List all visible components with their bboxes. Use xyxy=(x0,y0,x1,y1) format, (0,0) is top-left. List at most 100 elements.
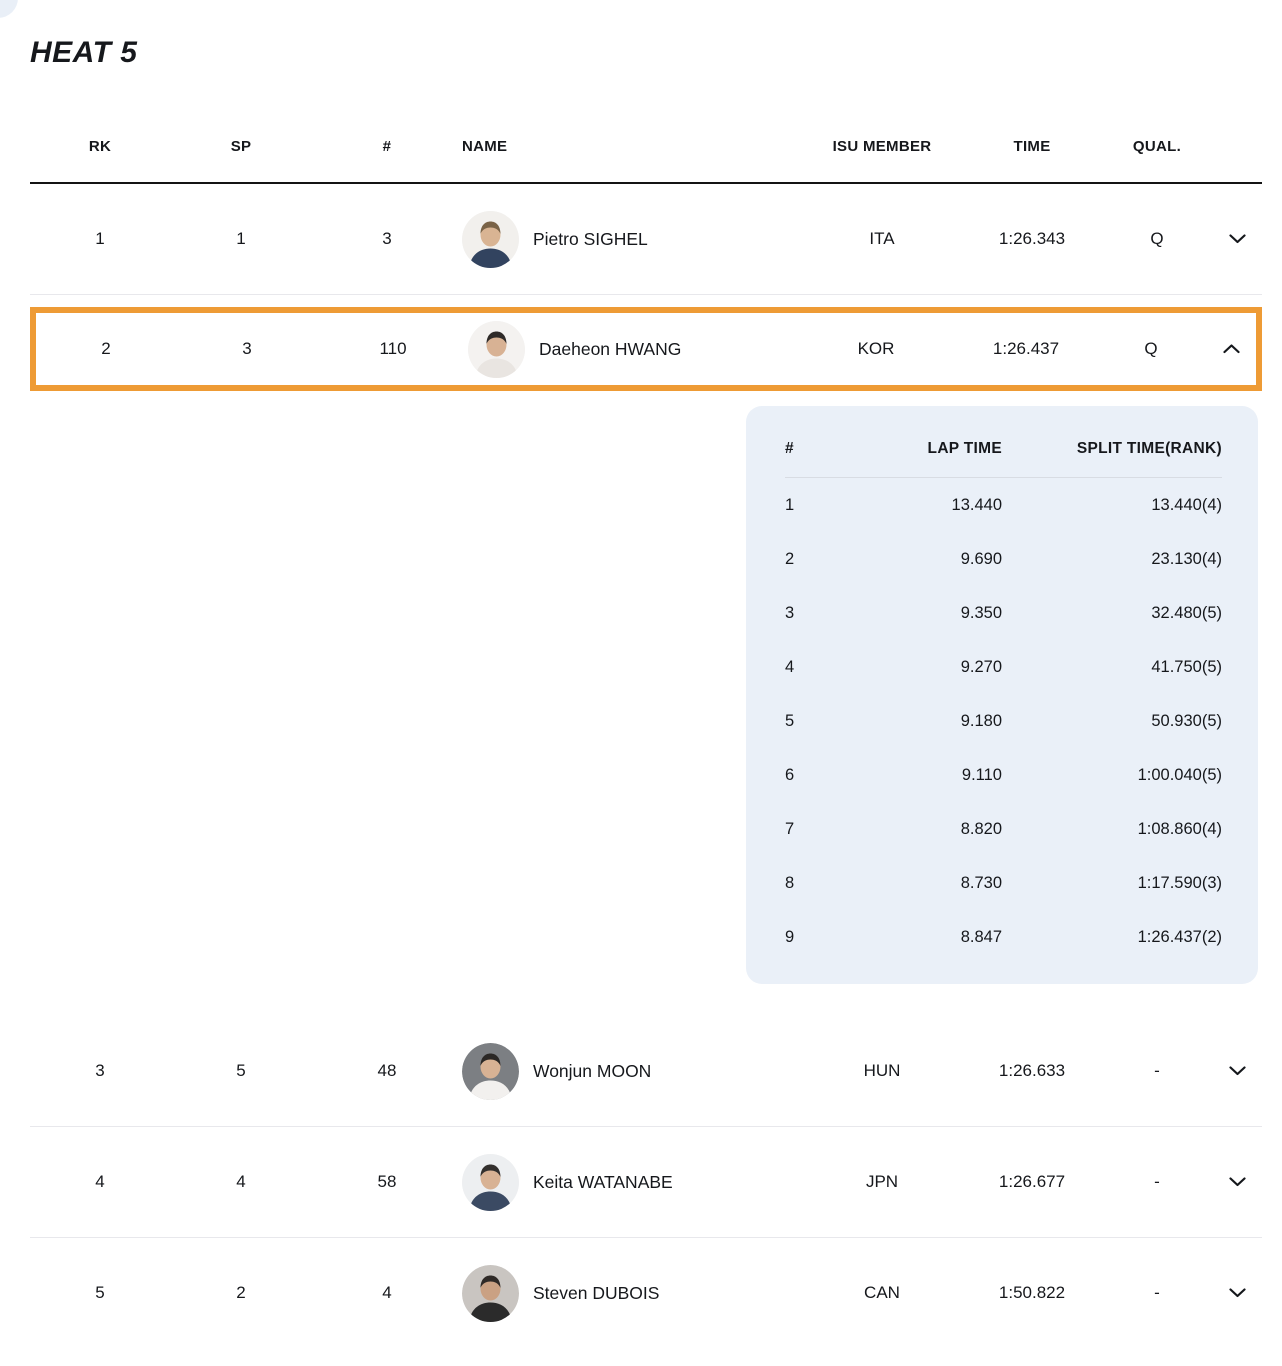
split-time-cell: 23.130(4) xyxy=(1151,549,1222,568)
qualification-cell: - xyxy=(1154,1172,1160,1191)
lap-number-cell: 1 xyxy=(785,495,795,514)
skater-avatar xyxy=(462,1042,519,1100)
skater-avatar xyxy=(462,1264,519,1322)
name-cell: Daeheon HWANG xyxy=(468,320,796,378)
start-position-cell: 2 xyxy=(236,1283,246,1302)
column-header-bib-number: # xyxy=(382,137,392,155)
name-cell: Pietro SIGHEL xyxy=(462,210,802,268)
split-time-cell: 13.440(4) xyxy=(1151,495,1222,514)
lap-time-cell: 13.440 xyxy=(951,495,1002,514)
lap-times-panel: # LAP TIME SPLIT TIME(RANK) 1 13.440 13.… xyxy=(746,406,1258,984)
column-header-qualification: QUAL. xyxy=(1132,137,1182,155)
lap-row: 8 8.730 1:17.590(3) xyxy=(785,856,1222,910)
bib-number-cell: 48 xyxy=(377,1061,397,1080)
lap-time-cell: 8.730 xyxy=(960,873,1002,892)
start-position-cell: 1 xyxy=(236,229,246,248)
column-header-rank: RK xyxy=(88,137,112,155)
lap-row: 7 8.820 1:08.860(4) xyxy=(785,802,1222,856)
column-header-start-position: SP xyxy=(230,137,252,155)
isu-member-cell: ITA xyxy=(869,229,895,248)
lap-time-cell: 8.847 xyxy=(960,927,1002,946)
lap-row: 9 8.847 1:26.437(2) xyxy=(785,910,1222,964)
table-row[interactable]: 2 3 110 Daeheon HWANG KOR 1:26.437 Q xyxy=(36,313,1256,385)
lap-row: 6 9.110 1:00.040(5) xyxy=(785,748,1222,802)
skater-avatar xyxy=(462,210,519,268)
person-icon xyxy=(462,210,519,268)
lap-row: 5 9.180 50.930(5) xyxy=(785,694,1222,748)
lap-time-cell: 9.110 xyxy=(961,765,1002,784)
table-row[interactable]: 4 4 58 Keita WATANABE JPN 1:26.677 - xyxy=(30,1127,1262,1237)
skater-name: Daeheon HWANG xyxy=(539,338,682,359)
bib-number-cell: 4 xyxy=(382,1283,392,1302)
isu-member-cell: HUN xyxy=(863,1061,901,1080)
column-header-name: NAME xyxy=(462,137,508,155)
table-row[interactable]: 5 2 4 Steven DUBOIS CAN 1:50.822 - xyxy=(30,1238,1262,1348)
qualification-cell: Q xyxy=(1144,339,1158,358)
lap-table-header: # LAP TIME SPLIT TIME(RANK) xyxy=(785,420,1222,478)
chevron-down-icon[interactable] xyxy=(1212,1177,1262,1187)
column-header-isu-member: ISU MEMBER xyxy=(832,137,932,155)
lap-number-cell: 9 xyxy=(785,927,795,946)
table-header-row: RK SP # NAME ISU MEMBER TIME QUAL. xyxy=(30,110,1262,182)
lap-number-cell: 7 xyxy=(785,819,795,838)
lap-row: 2 9.690 23.130(4) xyxy=(785,532,1222,586)
lap-row: 4 9.270 41.750(5) xyxy=(785,640,1222,694)
rank-cell: 1 xyxy=(95,229,105,248)
rank-cell: 3 xyxy=(95,1061,105,1080)
name-cell: Keita WATANABE xyxy=(462,1153,802,1211)
results-page: HEAT 5 RK SP # NAME ISU MEMBER TIME QUAL… xyxy=(30,38,1262,1348)
header-divider xyxy=(30,182,1262,184)
name-cell: Steven DUBOIS xyxy=(462,1264,802,1322)
chevron-up-icon[interactable] xyxy=(1206,344,1256,354)
bib-number-cell: 58 xyxy=(377,1172,397,1191)
start-position-cell: 5 xyxy=(236,1061,246,1080)
chevron-down-icon[interactable] xyxy=(1212,234,1262,244)
split-time-cell: 32.480(5) xyxy=(1151,603,1222,622)
split-time-cell: 1:17.590(3) xyxy=(1137,873,1222,892)
skater-avatar xyxy=(462,1153,519,1211)
split-time-cell: 1:08.860(4) xyxy=(1137,819,1222,838)
lap-time-cell: 9.690 xyxy=(960,549,1002,568)
rank-cell: 5 xyxy=(95,1283,105,1302)
time-cell: 1:50.822 xyxy=(998,1283,1066,1302)
rank-cell: 4 xyxy=(95,1172,105,1191)
start-position-cell: 3 xyxy=(242,339,252,358)
lap-time-cell: 9.350 xyxy=(960,603,1002,622)
lap-column-header-lap-time: LAP TIME xyxy=(927,439,1002,457)
split-time-cell: 1:00.040(5) xyxy=(1137,765,1222,784)
rank-cell: 2 xyxy=(101,339,111,358)
split-time-cell: 50.930(5) xyxy=(1151,711,1222,730)
person-icon xyxy=(462,1042,519,1100)
lap-row: 1 13.440 13.440(4) xyxy=(785,478,1222,532)
lap-number-cell: 3 xyxy=(785,603,795,622)
split-time-cell: 41.750(5) xyxy=(1151,657,1222,676)
lap-time-cell: 9.270 xyxy=(960,657,1002,676)
skater-name: Steven DUBOIS xyxy=(533,1282,660,1303)
lap-column-header-number: # xyxy=(785,439,794,457)
table-row[interactable]: 1 1 3 Pietro SIGHEL ITA 1:26.343 Q xyxy=(30,184,1262,294)
table-row[interactable]: 3 5 48 Wonjun MOON HUN 1:26.633 - xyxy=(30,1016,1262,1126)
lap-number-cell: 6 xyxy=(785,765,795,784)
lap-table-body: 1 13.440 13.440(4) 2 9.690 23.130(4) 3 9… xyxy=(785,478,1222,964)
chevron-down-icon[interactable] xyxy=(1212,1288,1262,1298)
lap-row: 3 9.350 32.480(5) xyxy=(785,586,1222,640)
qualification-cell: Q xyxy=(1150,229,1164,248)
start-position-cell: 4 xyxy=(236,1172,246,1191)
lap-time-cell: 8.820 xyxy=(960,819,1002,838)
time-cell: 1:26.343 xyxy=(998,229,1066,248)
bib-number-cell: 3 xyxy=(382,229,392,248)
time-cell: 1:26.677 xyxy=(998,1172,1066,1191)
lap-time-cell: 9.180 xyxy=(960,711,1002,730)
qualification-cell: - xyxy=(1154,1283,1160,1302)
lap-number-cell: 5 xyxy=(785,711,795,730)
skater-name: Pietro SIGHEL xyxy=(533,228,648,249)
lap-number-cell: 2 xyxy=(785,549,795,568)
qualification-cell: - xyxy=(1154,1061,1160,1080)
skater-name: Wonjun MOON xyxy=(533,1060,652,1081)
lap-number-cell: 4 xyxy=(785,657,795,676)
corner-decoration xyxy=(0,0,18,18)
time-cell: 1:26.633 xyxy=(998,1061,1066,1080)
skater-name: Keita WATANABE xyxy=(533,1171,673,1192)
chevron-down-icon[interactable] xyxy=(1212,1066,1262,1076)
time-cell: 1:26.437 xyxy=(992,339,1060,358)
